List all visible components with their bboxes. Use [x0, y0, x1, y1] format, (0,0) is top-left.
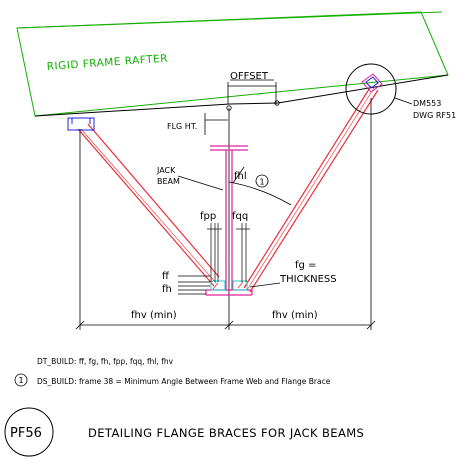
drawing-title: DETAILING FLANGE BRACES FOR JACK BEAMS	[88, 426, 364, 440]
fhv-right-label: fhv (min)	[272, 310, 318, 321]
flg-ht-label: FLG HT.	[167, 122, 197, 131]
rafter: RIGID FRAME RAFTER	[16, 11, 449, 117]
ff-label: ff	[162, 271, 170, 282]
ds-note-number: 1	[19, 376, 24, 385]
right-rafter-bracket: DM553 DWG RF51	[345, 63, 456, 120]
offset-label: OFFSET	[230, 71, 269, 82]
rafter-bottom-flange	[34, 74, 449, 117]
badge-circle	[4, 407, 54, 457]
right-flange-brace	[243, 85, 379, 293]
fhv-left-label: fhv (min)	[131, 310, 177, 321]
left-rafter-bracket	[67, 117, 95, 131]
offset-dot-right	[274, 100, 280, 106]
ds-note-circle	[14, 373, 28, 387]
fpp-label: fpp	[200, 211, 216, 222]
fqq-label: fqq	[232, 211, 248, 222]
left-flange-brace	[77, 123, 220, 287]
fpp-fqq-dimension: fpp fqq	[200, 211, 250, 282]
badge-text: PF56	[10, 426, 42, 441]
fh-label: fh	[162, 284, 172, 295]
ref-line2: DWG RF51	[413, 111, 456, 120]
angle-arc	[228, 181, 292, 206]
callout-circle-1	[255, 174, 269, 188]
rafter-label: RIGID FRAME RAFTER	[46, 53, 168, 73]
fg-thickness-note: fg = THICKNESS	[249, 260, 337, 288]
dt-build-note: DT_BUILD: ff, fg, fh, fpp, fqq, fhl, fhv	[37, 357, 174, 366]
flg-ht-dimension: FLG HT.	[167, 108, 230, 150]
jack-beam-label-line1: JACK	[156, 166, 176, 175]
fg-label-line2: THICKNESS	[279, 274, 337, 285]
ff-fh-dimension: ff fh	[162, 271, 210, 295]
fg-label-line1: fg =	[295, 260, 316, 271]
rafter-top-flange	[16, 11, 443, 29]
offset-dimension: OFFSET	[226, 71, 280, 111]
fhv-dimension: fhv (min) fhv (min)	[75, 98, 376, 330]
jack-beam-label-line2: BEAM	[157, 177, 180, 186]
callout-number-1: 1	[260, 178, 265, 187]
ds-build-note: DS_BUILD: frame 38 = Minimum Angle Betwe…	[37, 377, 331, 386]
jack-beam	[205, 145, 253, 296]
jack-beam-leader	[177, 175, 224, 191]
fhl-label: fhl	[234, 171, 247, 182]
fhl-dimension: fhl 1	[228, 166, 292, 206]
ref-line1: DM553	[413, 99, 441, 108]
